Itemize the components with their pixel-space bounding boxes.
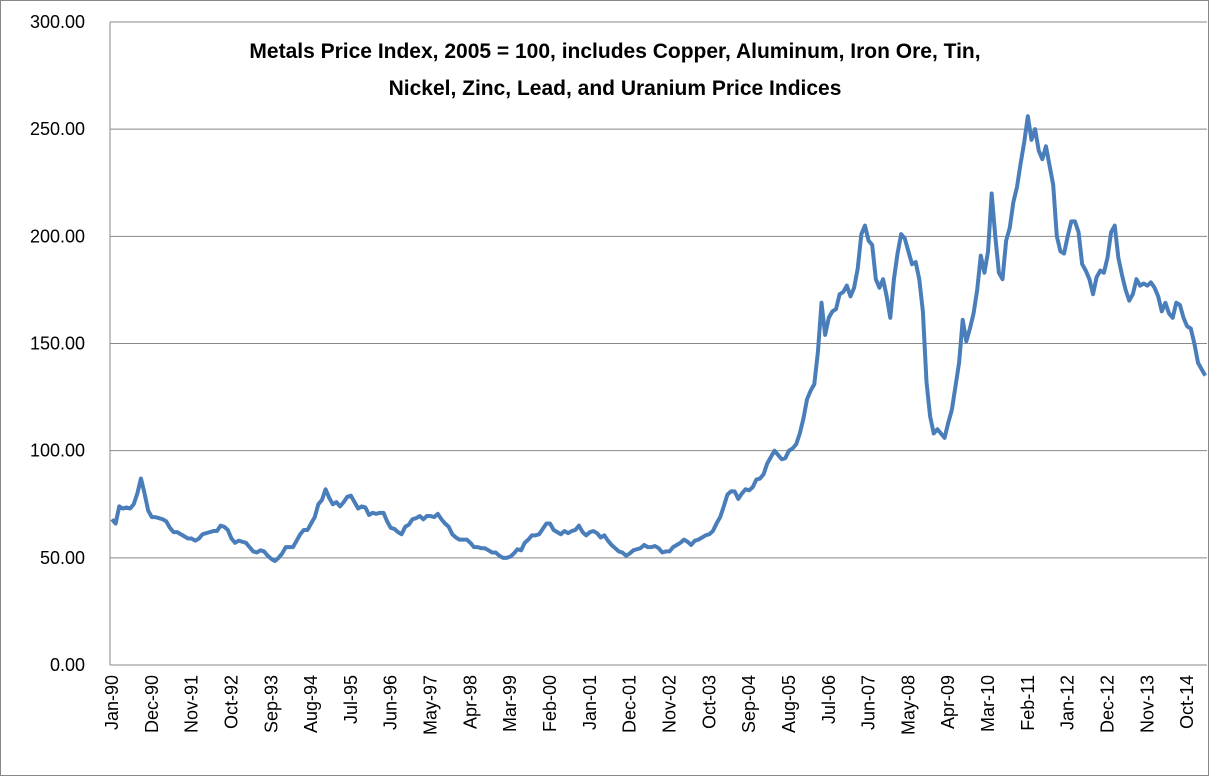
y-tick-label: 250.00 <box>30 119 85 139</box>
x-tick-label: Aug-94 <box>301 675 321 733</box>
x-tick-label: Mar-99 <box>500 675 520 732</box>
x-tick-label: Feb-00 <box>540 675 560 732</box>
x-tick-label: Dec-90 <box>142 675 162 733</box>
x-tick-label: Oct-92 <box>221 675 241 729</box>
data-line <box>110 114 1207 564</box>
y-tick-label: 300.00 <box>30 12 85 32</box>
chart-title: Metals Price Index, 2005 = 100, includes… <box>249 40 980 63</box>
y-tick-label: 0.00 <box>50 655 85 675</box>
x-tick-label: Apr-09 <box>938 675 958 729</box>
x-tick-label: Jun-07 <box>859 675 879 730</box>
x-tick-label: Jul-06 <box>819 675 839 724</box>
x-tick-label: May-08 <box>898 675 918 735</box>
x-tick-label: Sep-04 <box>739 675 759 733</box>
x-tick-label: Feb-11 <box>1018 675 1038 731</box>
x-tick-label: Jan-90 <box>102 675 122 730</box>
y-tick-label: 200.00 <box>30 226 85 246</box>
x-tick-label: Dec-12 <box>1098 675 1118 733</box>
x-tick-label: Sep-93 <box>261 675 281 733</box>
x-tick-label: Nov-02 <box>659 675 679 733</box>
y-tick-label: 100.00 <box>30 441 85 461</box>
x-tick-label: Oct-03 <box>699 675 719 729</box>
x-tick-label: Apr-98 <box>460 675 480 729</box>
y-tick-label: 150.00 <box>30 334 85 354</box>
x-tick-label: Nov-13 <box>1137 675 1157 733</box>
x-tick-label: Aug-05 <box>779 675 799 733</box>
x-tick-label: Mar-10 <box>978 675 998 732</box>
x-tick-label: Nov-91 <box>182 675 202 733</box>
x-tick-label: Jul-95 <box>341 675 361 724</box>
y-tick-label: 50.00 <box>40 548 85 568</box>
x-tick-label: May-97 <box>421 675 441 735</box>
chart-title: Nickel, Zinc, Lead, and Uranium Price In… <box>389 77 842 100</box>
x-tick-label: Jan-01 <box>580 675 600 730</box>
x-tick-label: Oct-14 <box>1177 675 1197 729</box>
x-tick-label: Dec-01 <box>620 675 640 733</box>
x-tick-label: Jun-96 <box>381 675 401 730</box>
x-tick-label: Jan-12 <box>1058 675 1078 730</box>
